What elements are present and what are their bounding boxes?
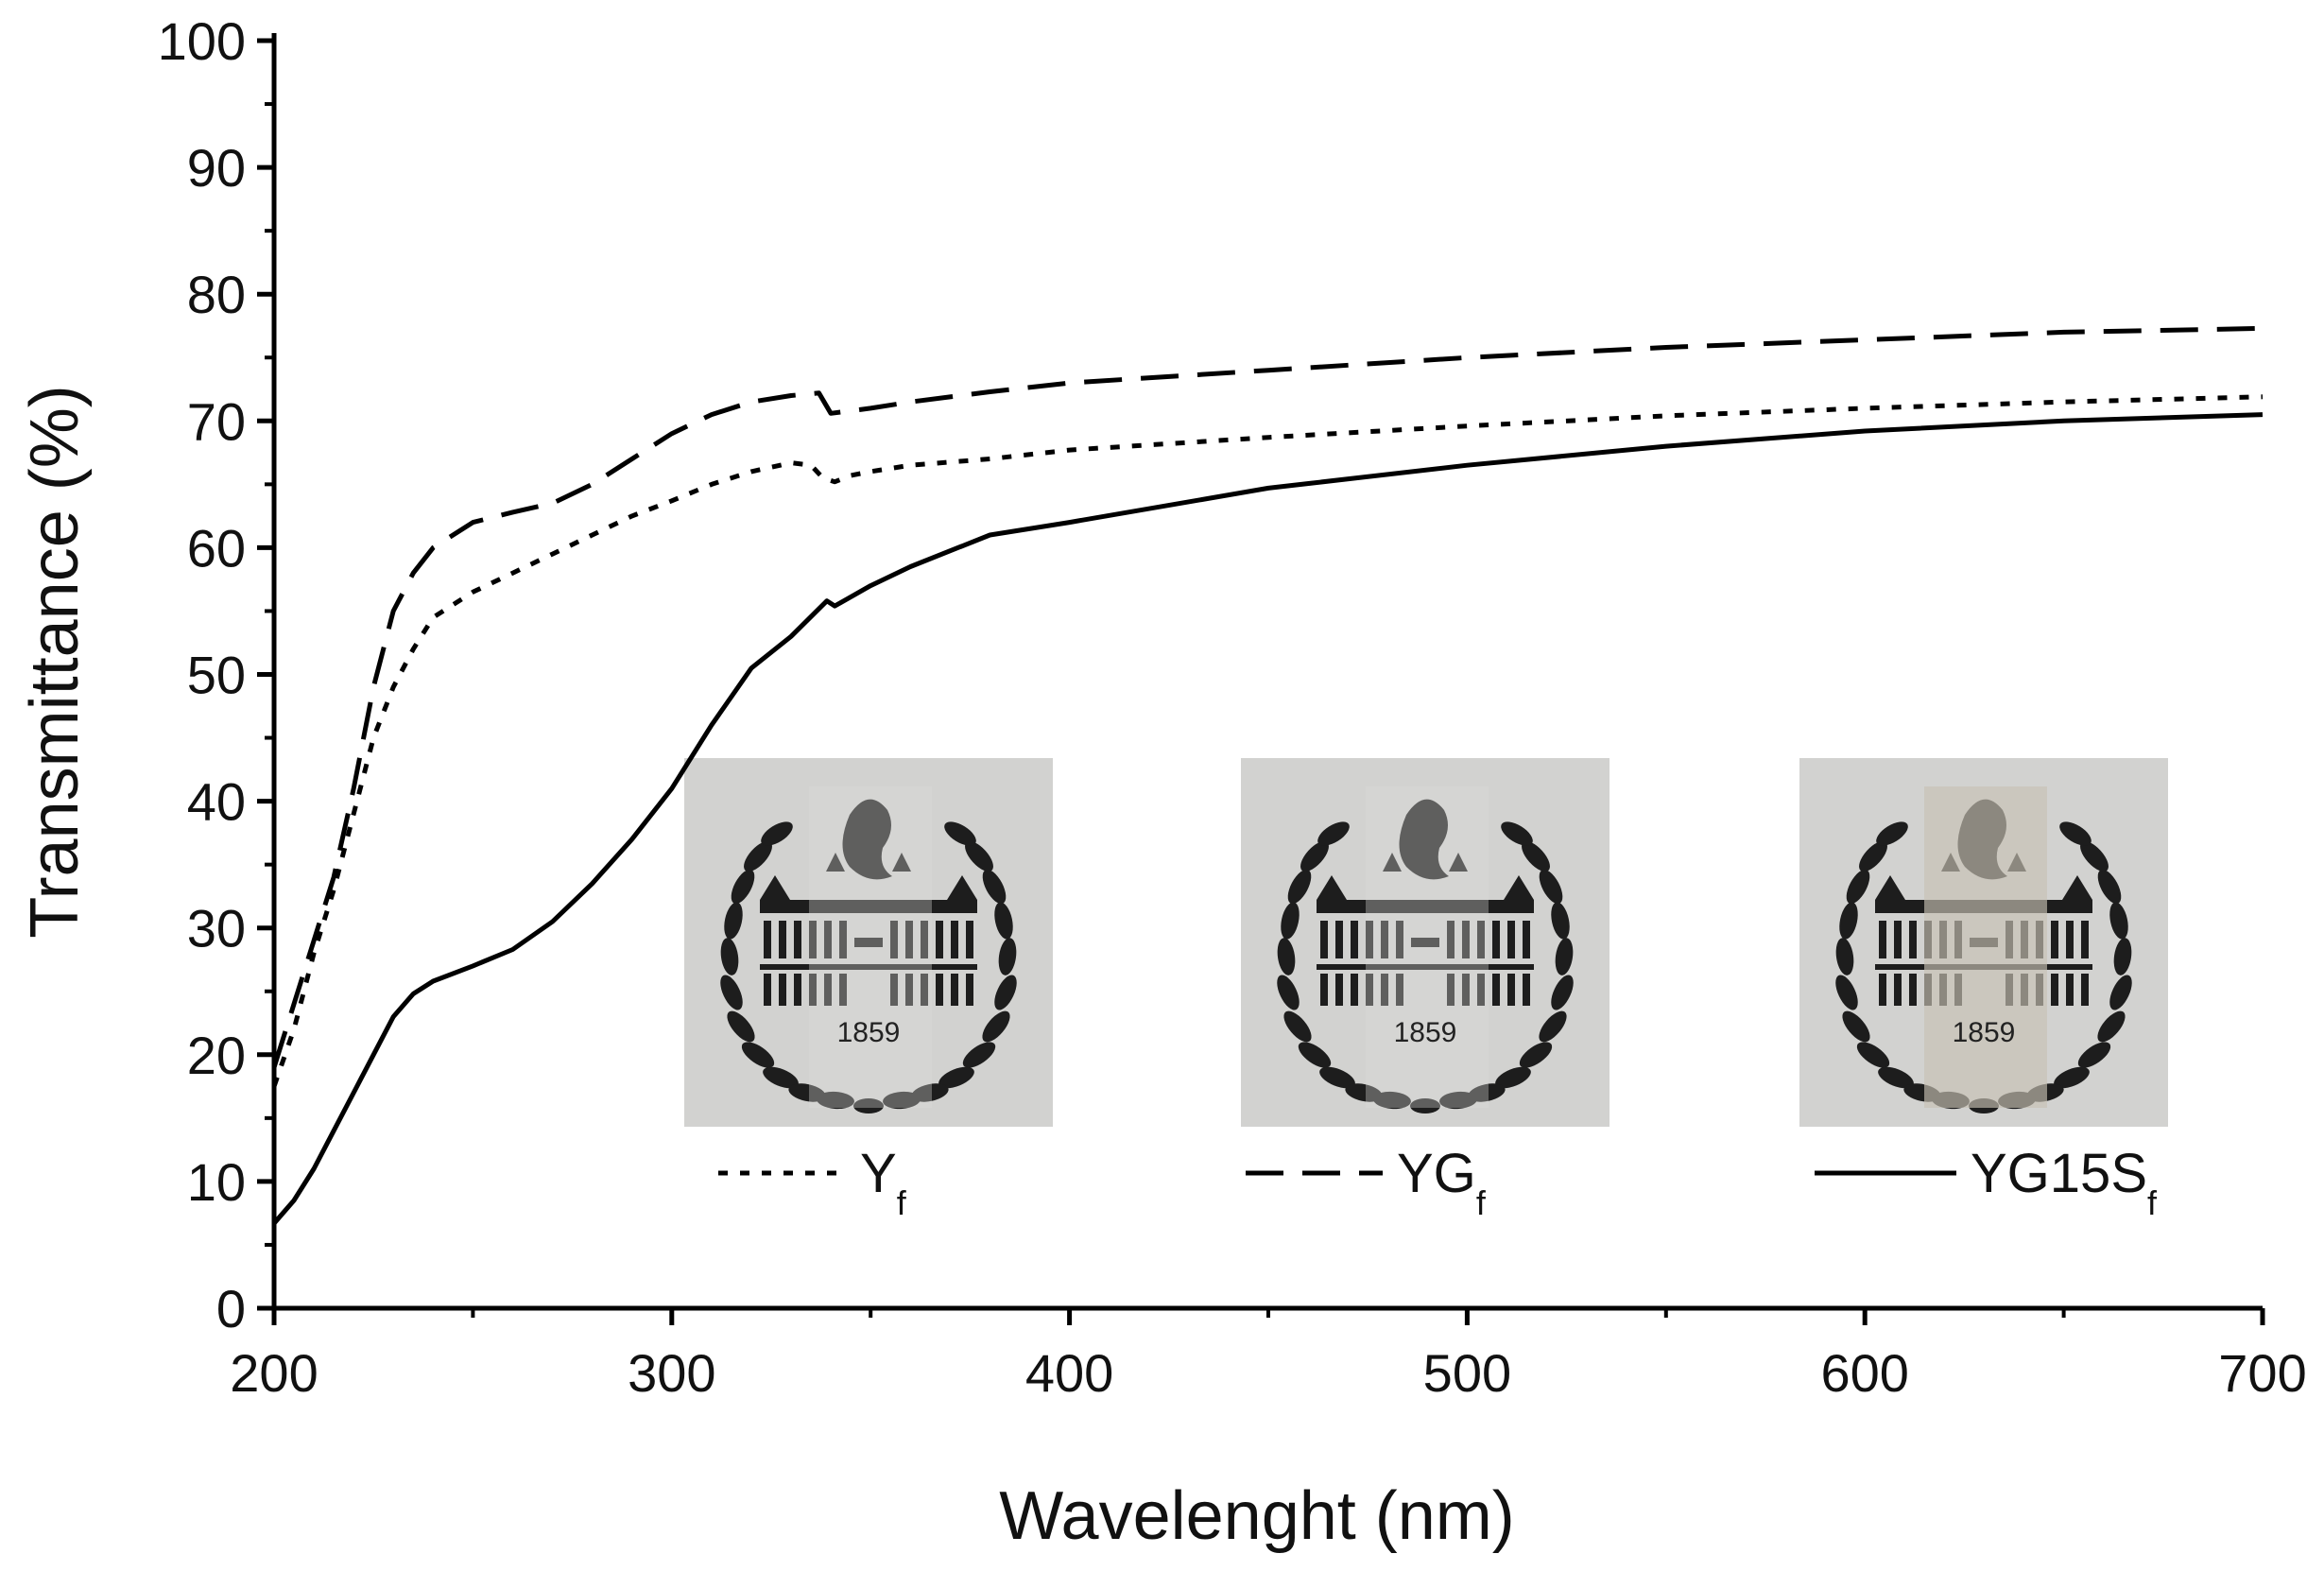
inset-year-label: 1859 <box>1953 1017 2016 1048</box>
legend-item-yg: YGf <box>1246 1143 1487 1222</box>
y-tick-label-90: 90 <box>187 138 246 198</box>
y-tick-label-100: 100 <box>158 11 246 71</box>
legend: Yf YGf YG15Sf <box>718 1143 2158 1222</box>
x-tick-label-200: 200 <box>230 1343 318 1403</box>
x-tick-label-600: 600 <box>1820 1343 1908 1403</box>
series-line-yg15s <box>272 412 2264 1225</box>
legend-subscript: f <box>897 1183 907 1222</box>
y-tick-label-20: 20 <box>187 1026 246 1085</box>
inset-photo-yg15s: 1859 <box>1799 758 2168 1127</box>
inset-photo-yg: 1859 <box>1241 758 1610 1127</box>
legend-label: YG15Sf <box>1971 1143 2158 1222</box>
legend-label: YGf <box>1397 1143 1487 1222</box>
y-tick-label-10: 10 <box>187 1152 246 1212</box>
series-line-yg <box>271 325 2264 1068</box>
legend-item-yg15s: YG15Sf <box>1815 1143 2158 1222</box>
legend-label: Yf <box>860 1143 907 1222</box>
x-tick-label-500: 500 <box>1423 1343 1511 1403</box>
x-tick-label-400: 400 <box>1025 1343 1113 1403</box>
sample-photos: 1859 1859 1859 <box>684 758 2168 1127</box>
inset-photo-y: 1859 <box>684 758 1053 1127</box>
y-axis-title: Transmittance (%) <box>17 385 93 938</box>
film-strip <box>1924 786 2047 1108</box>
film-strip <box>1366 786 1489 1108</box>
x-tick-label-300: 300 <box>628 1343 715 1403</box>
x-axis-title: Wavelenght (nm) <box>999 1478 1515 1554</box>
y-tick-label-70: 70 <box>187 391 246 451</box>
legend-subscript: f <box>2147 1183 2158 1222</box>
y-tick-label-50: 50 <box>187 646 246 705</box>
y-tick-label-80: 80 <box>187 265 246 324</box>
y-tick-label-60: 60 <box>187 518 246 578</box>
series-line-y <box>271 394 2264 1088</box>
x-tick-label-700: 700 <box>2218 1343 2306 1403</box>
inset-year-label: 1859 <box>1394 1017 1457 1048</box>
film-strip <box>809 786 932 1108</box>
axes: 200 300 400 500 600 700 0 10 20 30 40 50 60 70 80 90 100 <box>158 11 2307 1403</box>
data-series <box>271 325 2264 1225</box>
y-tick-label-30: 30 <box>187 899 246 958</box>
legend-subscript: f <box>1476 1183 1487 1222</box>
inset-year-label: 1859 <box>837 1017 901 1048</box>
y-tick-label-0: 0 <box>216 1279 246 1338</box>
legend-item-y: Yf <box>718 1143 907 1222</box>
y-tick-label-40: 40 <box>187 772 246 832</box>
